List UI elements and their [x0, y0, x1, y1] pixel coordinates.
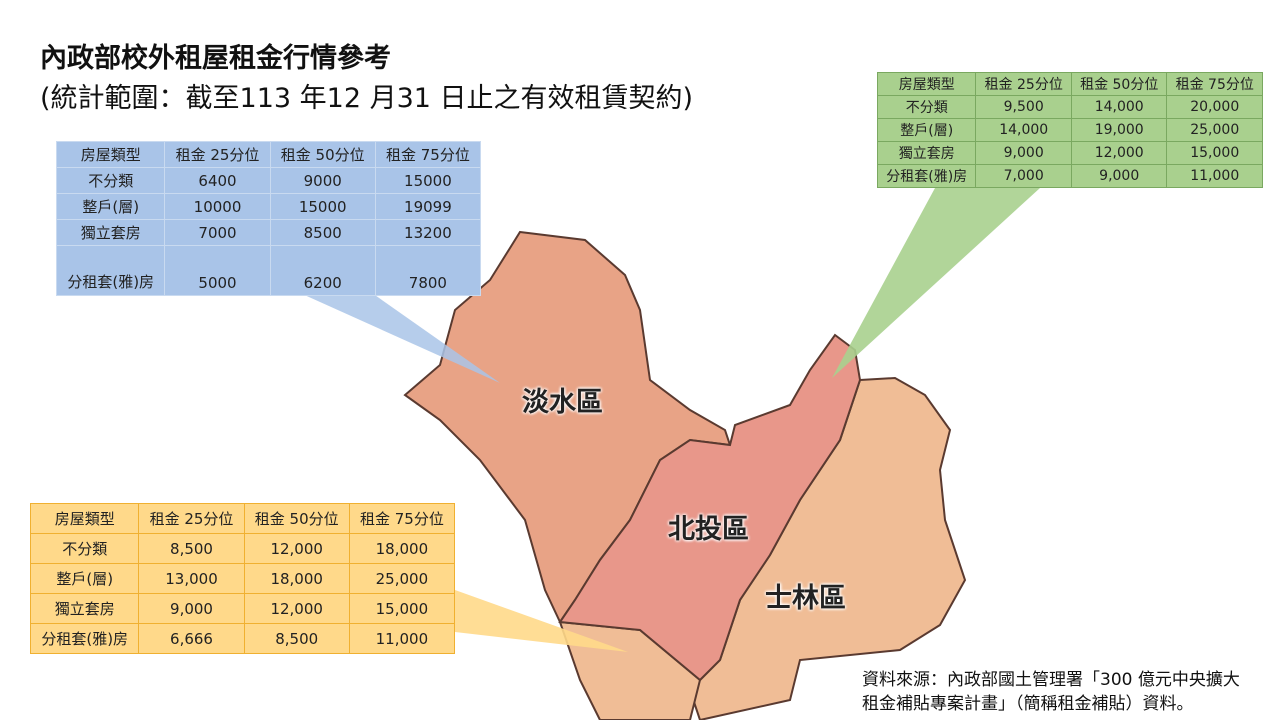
header-cell: 房屋類型 [55, 141, 166, 168]
page-title: 內政部校外租屋租金行情參考 [40, 43, 391, 74]
header-cell: 租金 25分位 [138, 503, 245, 534]
callout-pointer-yellow [455, 590, 628, 652]
label-tamsui: 淡水區 [522, 387, 603, 418]
header-cell: 房屋類型 [29, 503, 140, 534]
table-row: 不分類 6400 9000 15000 [55, 167, 482, 194]
header-cell: 租金 75分位 [1166, 72, 1263, 96]
label-beitou: 北投區 [668, 514, 749, 545]
table-row: 不分類 9,500 14,000 20,000 [876, 95, 1263, 119]
district-beitou [558, 333, 862, 682]
table-row: 不分類 8,500 12,000 18,000 [29, 533, 456, 564]
table-row: 分租套(雅)房 5000 6200 7800 [55, 245, 482, 296]
page-subtitle: (統計範圍：截至113 年12 月31 日止之有效租賃契約) [40, 83, 694, 114]
header-cell: 租金 50分位 [269, 141, 376, 168]
table-row: 獨立套房 9,000 12,000 15,000 [29, 593, 456, 624]
table-row: 整戶(層) 13,000 18,000 25,000 [29, 563, 456, 594]
header-cell: 房屋類型 [876, 72, 977, 96]
shilin-rent-table: 房屋類型 租金 25分位 租金 50分位 租金 75分位 不分類 8,500 12,000… [29, 503, 456, 654]
header-cell: 租金 25分位 [975, 72, 1072, 96]
table-row: 獨立套房 9,000 12,000 15,000 [876, 141, 1263, 165]
header-cell: 租金 50分位 [1070, 72, 1168, 96]
callout-pointer-green [832, 188, 1040, 378]
data-source-note: 資料來源：內政部國土管理署「300 億元中央擴大 租金補貼專案計畫」（簡稱租金補… [862, 670, 1240, 714]
header-cell: 租金 50分位 [243, 503, 350, 534]
header-cell: 租金 75分位 [348, 503, 456, 534]
tamsui-rent-table: 房屋類型 租金 25分位 租金 50分位 租金 75分位 不分類 6400 9000 150… [55, 141, 482, 296]
table-row: 整戶(層) 10000 15000 19099 [55, 193, 482, 220]
table-row: 分租套(雅)房 6,666 8,500 11,000 [29, 623, 456, 654]
table-row: 整戶(層) 14,000 19,000 25,000 [876, 118, 1263, 142]
table-row: 分租套(雅)房 7,000 9,000 11,000 [876, 164, 1263, 188]
label-shilin: 士林區 [765, 583, 846, 614]
callout-pointer-blue [300, 293, 500, 383]
header-cell: 租金 75分位 [374, 141, 482, 168]
table-row: 獨立套房 7000 8500 13200 [55, 219, 482, 246]
header-cell: 租金 25分位 [164, 141, 271, 168]
beitou-rent-table: 房屋類型 租金 25分位 租金 50分位 租金 75分位 不分類 9,500 14,000… [876, 72, 1263, 188]
